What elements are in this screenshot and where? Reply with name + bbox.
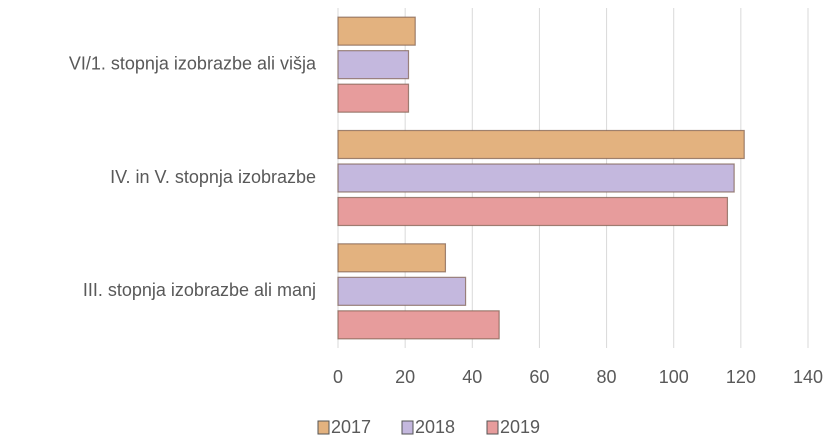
y-tick-label: IV. in V. stopnja izobrazbe [110,167,316,187]
legend-swatch [486,420,499,435]
bar [337,196,729,227]
x-tick-label: 20 [395,367,415,387]
legend-swatch [401,420,414,435]
bar [337,163,735,193]
x-tick-label: 60 [529,367,549,387]
x-tick-label: 100 [659,367,689,387]
x-tick-label: 140 [793,367,823,387]
bar [337,276,467,306]
legend-label: 2017 [331,417,371,437]
x-tick-label: 0 [333,367,343,387]
legend-label: 2018 [415,417,455,437]
y-tick-label: VI/1. stopnja izobrazbe ali višja [69,53,317,73]
legend-swatch [317,420,330,435]
bar [337,50,410,80]
x-tick-label: 80 [597,367,617,387]
x-tick-label: 120 [726,367,756,387]
bar [337,243,447,273]
bar [337,83,410,113]
x-tick-label: 40 [462,367,482,387]
y-tick-label: III. stopnja izobrazbe ali manj [83,280,316,300]
bar [337,310,500,340]
bar [337,16,416,46]
legend-label: 2019 [500,417,540,437]
bar [337,129,745,160]
